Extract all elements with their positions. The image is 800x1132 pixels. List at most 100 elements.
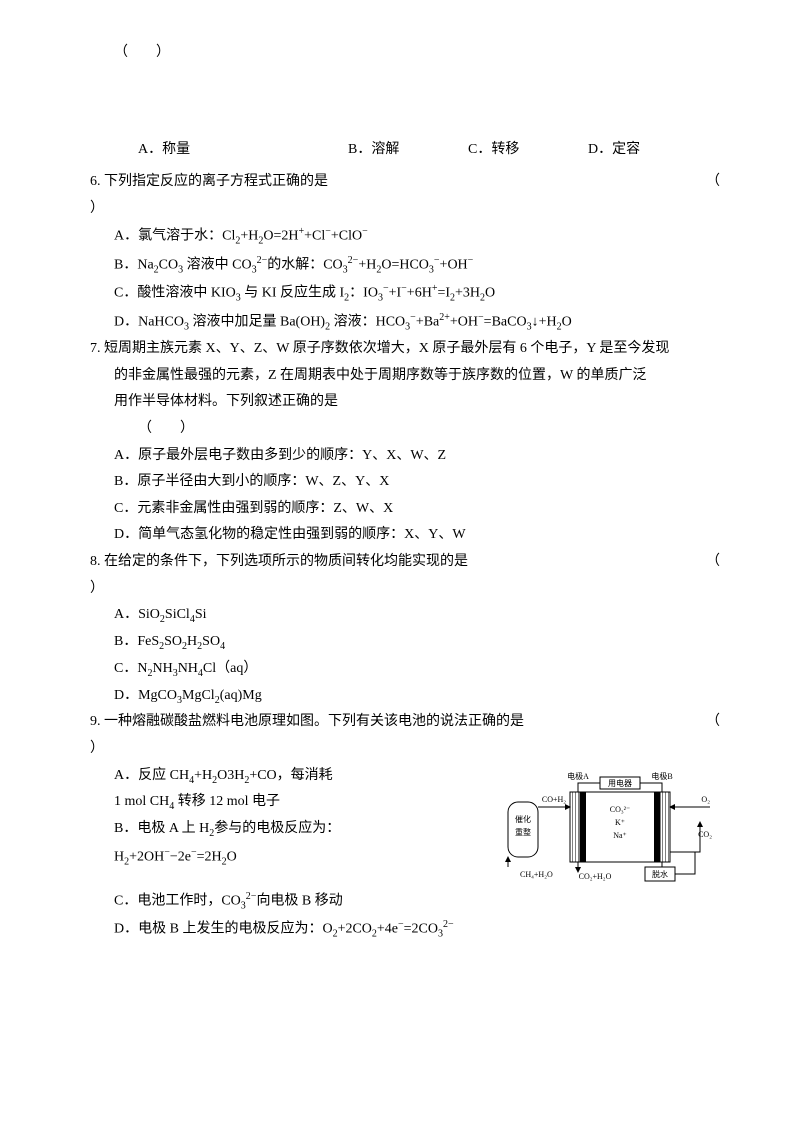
t: +CO，每消耗 <box>249 768 332 783</box>
q6-option-d: D．NaHCO3 溶液中加足量 Ba(OH)2 溶液：HCO3−+Ba2++OH… <box>114 308 720 336</box>
q9-paren-close: ） <box>90 736 720 763</box>
t: D．NaHCO <box>114 314 184 329</box>
q8-paren-open: （ <box>706 549 720 576</box>
fuel-cell-diagram: 催化 重整 CO₃²⁻ K⁺ Na⁺ 电极A 电极B 用电器 CO+H₂ <box>500 767 720 887</box>
k-label: K⁺ <box>615 818 625 827</box>
t: O3H <box>217 768 244 783</box>
q9-option-b-line2: H2+2OH−−2e−=2H2O <box>114 843 496 871</box>
t: SO <box>202 634 220 649</box>
t: A．SiO <box>114 607 160 622</box>
t: +2OH <box>129 850 164 865</box>
q6-stem: 6. 下列指定反应的离子方程式正确的是 （ <box>90 169 720 196</box>
t: ：IO <box>349 286 378 301</box>
t: 与 KI 反应生成 I <box>241 286 344 301</box>
t: C．电池工作时，CO <box>114 893 241 908</box>
co2h2o-label: CO₂+H₂O <box>579 872 612 881</box>
t: =2H <box>197 850 222 865</box>
ch4h2o-label: CH₄+H₂O <box>520 870 553 879</box>
coh2-label: CO+H₂ <box>542 795 566 804</box>
t: D．MgCO <box>114 688 177 703</box>
t: A．氯气溶于水：Cl <box>114 229 235 244</box>
t: SO <box>164 634 182 649</box>
t: B．电极 A 上 H <box>114 821 209 836</box>
q9-paren-open: （ <box>706 709 720 736</box>
q5-choice-c: C．转移 <box>468 137 588 164</box>
q6-stem-text: 6. 下列指定反应的离子方程式正确的是 <box>90 169 706 196</box>
q7-option-b: B．原子半径由大到小的顺序：W、Z、Y、X <box>114 469 720 496</box>
q5-choice-a: A．称量 <box>138 137 348 164</box>
q9-option-b-line1: B．电极 A 上 H2参与的电极反应为： <box>114 816 496 843</box>
q6-paren-close: ） <box>90 196 720 223</box>
q6-option-c: C．酸性溶液中 KIO3 与 KI 反应生成 I2：IO3−+I−+6H+=I2… <box>114 279 720 307</box>
o2-label: O₂ <box>701 795 710 804</box>
t: A．反应 CH <box>114 768 189 783</box>
t: 参与的电极反应为： <box>214 821 340 836</box>
t: 1 mol CH <box>114 794 169 809</box>
q7-stem-line3: 用作半导体材料。下列叙述正确的是 <box>114 389 720 416</box>
t: B．Na <box>114 257 154 272</box>
na-label: Na⁺ <box>613 831 627 840</box>
t: Si <box>195 607 207 622</box>
t: (aq)Mg <box>220 688 262 703</box>
q8-option-b: B．FeS2SO2H2SO4 <box>114 629 720 656</box>
q5-choices: A．称量 B．溶解 C．转移 D．定容 <box>138 137 720 164</box>
q7-option-d: D．简单气态氢化物的稳定性由强到弱的顺序：X、Y、W <box>114 522 720 549</box>
q6-option-a: A．氯气溶于水：Cl2+H2O=2H++Cl−+ClO− <box>114 222 720 250</box>
q8-option-a: A．SiO2SiCl4Si <box>114 602 720 629</box>
q8-option-c: C．N2NH3NH4Cl（aq） <box>114 656 720 683</box>
t: +6H <box>407 286 432 301</box>
q9-option-c: C．电池工作时，CO32−向电极 B 移动 <box>114 887 720 915</box>
t: NH <box>178 661 198 676</box>
t: B．FeS <box>114 634 159 649</box>
appliance-label: 用电器 <box>608 778 632 788</box>
t: C．酸性溶液中 KIO <box>114 286 236 301</box>
electrode-a-label: 电极A <box>567 771 589 781</box>
co3-label: CO₃²⁻ <box>610 805 631 814</box>
t: 的水解：CO <box>267 257 342 272</box>
q8-stem: 8. 在给定的条件下，下列选项所示的物质间转化均能实现的是 （ <box>90 549 720 576</box>
t: NH <box>152 661 172 676</box>
t: H <box>114 850 124 865</box>
q8-stem-text: 8. 在给定的条件下，下列选项所示的物质间转化均能实现的是 <box>90 549 706 576</box>
t: C．N <box>114 661 147 676</box>
q7-paren: （ ） <box>138 416 720 443</box>
t: MgCl <box>182 688 215 703</box>
co2-label: CO₂ <box>698 830 712 839</box>
q7-stem-line1: 7. 短周期主族元素 X、Y、Z、W 原子序数依次增大，X 原子最外层有 6 个… <box>90 336 720 363</box>
q9-stem: 9. 一种熔融碳酸盐燃料电池原理如图。下列有关该电池的说法正确的是 （ <box>90 709 720 736</box>
q5-choice-b: B．溶解 <box>348 137 468 164</box>
q6-paren-open: （ <box>706 169 720 196</box>
t: 溶液中加足量 Ba(OH) <box>189 314 325 329</box>
q9-stem-text: 9. 一种熔融碳酸盐燃料电池原理如图。下列有关该电池的说法正确的是 <box>90 709 706 736</box>
q6-option-b: B．Na2CO3 溶液中 CO32−的水解：CO32−+H2O=HCO3−+OH… <box>114 251 720 279</box>
t: +2CO <box>338 922 372 937</box>
q5-choice-d: D．定容 <box>588 137 640 164</box>
q8-option-d: D．MgCO3MgCl2(aq)Mg <box>114 683 720 710</box>
t: D．电极 B 上发生的电极反应为：O <box>114 922 333 937</box>
q7-option-c: C．元素非金属性由强到弱的顺序：Z、W、X <box>114 496 720 523</box>
electrode-b-label: 电极B <box>651 771 672 781</box>
t: ↓+H <box>532 314 557 329</box>
t: +Ba <box>416 314 439 329</box>
t: O=HCO <box>381 257 429 272</box>
t: 向电极 B 移动 <box>256 893 342 908</box>
q7-stem-line2: 的非金属性最强的元素，Z 在周期表中处于周期序数等于族序数的位置，W 的单质广泛 <box>114 363 720 390</box>
blank-paren: （ ） <box>114 40 720 67</box>
t: H <box>187 634 197 649</box>
t: +H <box>194 768 212 783</box>
reformer-label-1: 催化 <box>515 814 531 824</box>
q9-option-a-line1: A．反应 CH4+H2O3H2+CO，每消耗 <box>114 763 496 790</box>
t: +4e <box>377 922 398 937</box>
t: Cl（aq） <box>203 661 257 676</box>
reformer-label-2: 重整 <box>515 827 531 837</box>
t: 转移 12 mol 电子 <box>174 794 280 809</box>
t: 溶液中 CO <box>187 257 252 272</box>
t: +3H <box>455 286 480 301</box>
q8-paren-close: ） <box>90 576 720 603</box>
dehydrate-label: 脱水 <box>652 869 668 879</box>
q7-option-a: A．原子最外层电子数由多到少的顺序：Y、X、W、Z <box>114 443 720 470</box>
q9-option-d: D．电极 B 上发生的电极反应为：O2+2CO2+4e−=2CO32− <box>114 915 720 943</box>
t: =BaCO <box>484 314 527 329</box>
t: =2CO <box>404 922 438 937</box>
t: −2e <box>170 850 191 865</box>
